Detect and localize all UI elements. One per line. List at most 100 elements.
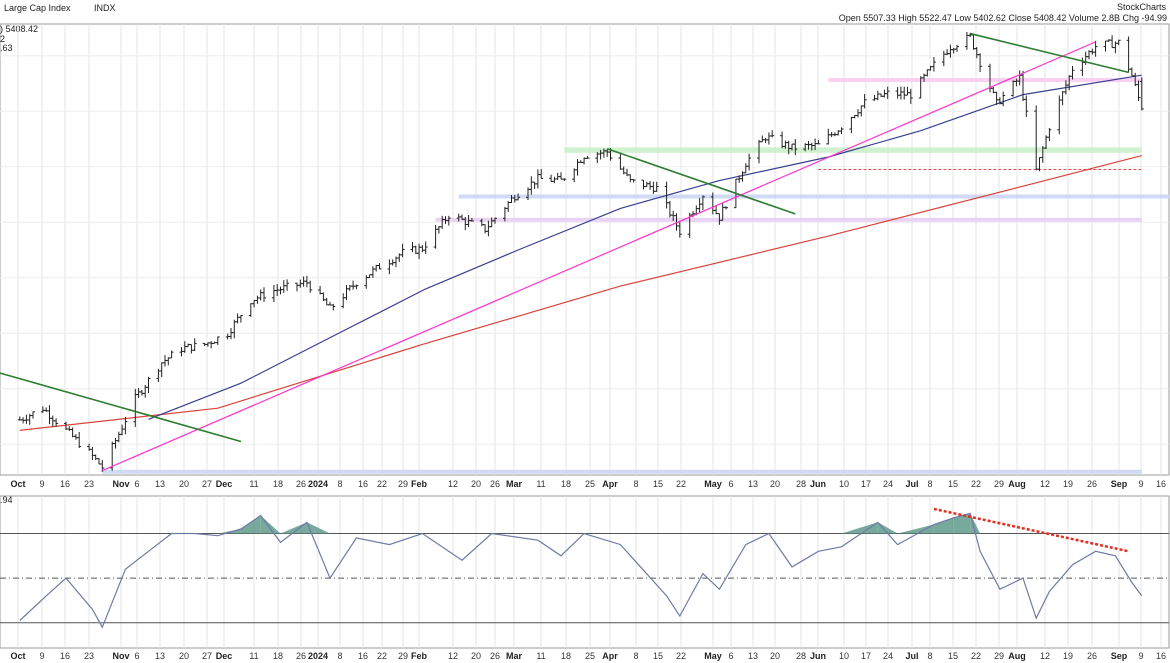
x-tick-label: 22 [377, 651, 387, 661]
price-panel-frame [0, 23, 1170, 476]
ohlc-bar [169, 350, 174, 359]
ohlc-bar [400, 243, 405, 258]
ohlc-bar-last [1139, 77, 1144, 111]
x-tick-label: 9 [39, 479, 44, 489]
x-tick-label: Apr [602, 651, 618, 661]
x-tick-label: 25 [585, 651, 595, 661]
x-tick-label: 26 [490, 651, 500, 661]
ohlc-bar [793, 139, 798, 156]
x-tick-label: Nov [112, 479, 129, 489]
rsi-overbought-fill [897, 524, 934, 534]
x-tick-label: 6 [134, 651, 139, 661]
ohlc-bar [700, 195, 705, 210]
exchange-label: INDX [94, 3, 116, 13]
rsi-overbought-fill [953, 513, 971, 534]
ohlc-bar [931, 57, 936, 72]
x-tick-label: 9 [1138, 651, 1143, 661]
chart-title: Large Cap Index [4, 3, 71, 13]
ohlc-bar [123, 417, 128, 435]
x-tick-label: Nov [112, 651, 129, 661]
x-tick-label: Sep [1111, 651, 1128, 661]
rsi-overbought-fill [280, 522, 307, 534]
x-tick-label: 13 [155, 479, 165, 489]
legend-close-value: ) 5408.42 [0, 24, 38, 34]
x-tick-label: 18 [273, 651, 283, 661]
ohlc-bar [677, 221, 682, 238]
x-tick-label: 23 [84, 651, 94, 661]
x-tick-label: 8 [927, 479, 932, 489]
ohlc-bar [285, 279, 290, 291]
x-tick-label: 16 [358, 479, 368, 489]
x-tick-label: 13 [748, 651, 758, 661]
price-x-axis: Oct 9 16 23 Nov 6 13 20 27 Dec 11 18 26 2024 8 16 22 29 Fe… [10, 479, 1166, 489]
ohlc-bar [539, 168, 544, 179]
ohlc-bar [469, 217, 474, 222]
ohlc-bar [31, 411, 35, 419]
x-tick-label: 17 [861, 651, 871, 661]
x-tick-label: 10 [839, 479, 849, 489]
x-tick-label: 26 [490, 479, 500, 489]
x-tick-label: 11 [249, 479, 258, 489]
x-tick-label: Jun [810, 651, 826, 661]
x-tick-label: 11 [536, 651, 545, 661]
ohlc-bar [77, 431, 82, 449]
x-tick-label: 16 [1156, 651, 1166, 661]
ohlc-bar [1116, 39, 1121, 46]
price-bars [17, 32, 1144, 472]
x-tick-label: 16 [358, 651, 368, 661]
ohlc-bar [562, 178, 567, 182]
ohlc-bar [885, 86, 890, 99]
rsi-divergence-line [933, 507, 1129, 553]
x-tick-label: 28 [796, 651, 806, 661]
ma200-line [19, 155, 1142, 431]
rsi-overbought-fill [260, 515, 281, 534]
x-tick-label: 18 [561, 651, 571, 661]
x-tick-label: 16 [60, 651, 70, 661]
ohlc-bar [308, 280, 313, 293]
x-tick-label: Jul [905, 651, 918, 661]
x-tick-label: Dec [216, 479, 233, 489]
x-tick-label: 12 [448, 651, 458, 661]
brand-logo: StockCharts [1117, 2, 1167, 12]
x-tick-label: 20 [471, 651, 481, 661]
x-tick-label: Mar [506, 651, 523, 661]
ohlc-bar [1024, 95, 1029, 118]
zone-blue [458, 194, 1170, 199]
x-tick-label: Jul [905, 479, 918, 489]
x-tick-label: Oct [10, 479, 25, 489]
x-tick-label: 26 [296, 479, 306, 489]
legend-ma200: .63 [0, 43, 13, 53]
x-tick-label: May [704, 479, 722, 489]
x-tick-label: 29 [398, 651, 408, 661]
ohlc-bar [770, 130, 775, 138]
rsi-panel-frame [0, 495, 1170, 649]
x-tick-label: 12 [1040, 479, 1050, 489]
ohlc-bar [978, 53, 983, 73]
zone-purple [435, 217, 1142, 222]
x-tick-label: 20 [770, 479, 780, 489]
ohlc-bar [516, 193, 521, 201]
x-tick-label: 29 [994, 479, 1004, 489]
x-tick-label: 22 [377, 479, 387, 489]
x-tick-label: 18 [561, 479, 571, 489]
x-tick-label: 16 [60, 479, 70, 489]
legend-ma50: 2 [0, 34, 5, 44]
x-tick-label: 13 [748, 479, 758, 489]
ohlc-bar [585, 156, 590, 159]
ohlc-bar [908, 88, 913, 104]
x-tick-label: Aug [1008, 651, 1026, 661]
price-grid [0, 24, 1169, 475]
x-tick-label: 9 [1138, 479, 1143, 489]
x-tick-label: 28 [796, 479, 806, 489]
x-tick-label: 24 [883, 479, 893, 489]
rsi-overbought-fill [217, 529, 241, 534]
ohlc-bar [631, 179, 636, 183]
x-tick-label: 29 [398, 479, 408, 489]
x-tick-label: 22 [676, 651, 686, 661]
rsi-overbought-fill [306, 522, 330, 534]
trendline-green [606, 147, 796, 215]
ohlc-bar [192, 338, 197, 352]
x-tick-label: 15 [653, 651, 663, 661]
x-tick-label: 8 [337, 479, 342, 489]
